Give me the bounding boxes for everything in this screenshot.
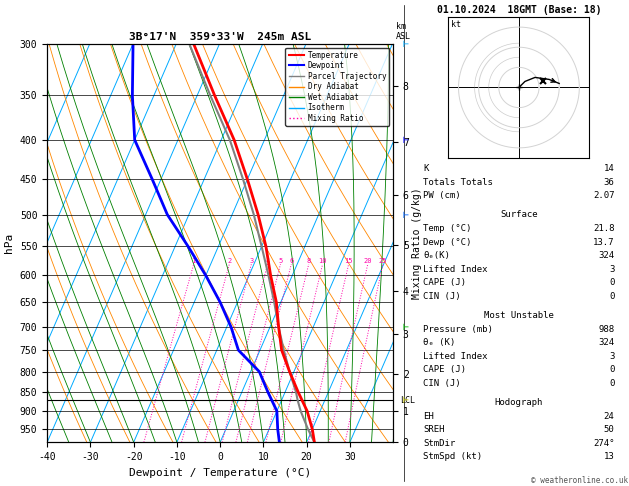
Text: 324: 324	[598, 338, 615, 347]
Text: kt: kt	[451, 20, 461, 29]
Text: 8: 8	[306, 258, 311, 264]
Text: km
ASL: km ASL	[396, 22, 411, 41]
Text: StmSpd (kt): StmSpd (kt)	[423, 452, 482, 461]
X-axis label: Dewpoint / Temperature (°C): Dewpoint / Temperature (°C)	[129, 468, 311, 478]
Text: K: K	[423, 164, 429, 173]
Text: 13: 13	[604, 452, 615, 461]
Text: 3: 3	[609, 352, 615, 361]
Text: ⊢: ⊢	[403, 395, 408, 405]
Y-axis label: hPa: hPa	[4, 233, 14, 253]
Text: PW (cm): PW (cm)	[423, 191, 461, 200]
Text: 0: 0	[609, 365, 615, 374]
Text: ⊢: ⊢	[403, 39, 408, 49]
Text: Pressure (mb): Pressure (mb)	[423, 325, 493, 333]
Text: Totals Totals: Totals Totals	[423, 178, 493, 187]
Text: Dewp (°C): Dewp (°C)	[423, 238, 472, 246]
Text: CIN (J): CIN (J)	[423, 292, 461, 301]
Text: Lifted Index: Lifted Index	[423, 352, 488, 361]
Text: 15: 15	[345, 258, 353, 264]
Text: 13.7: 13.7	[593, 238, 615, 246]
Text: Lifted Index: Lifted Index	[423, 265, 488, 274]
Text: 24: 24	[604, 412, 615, 420]
Text: 1: 1	[192, 258, 196, 264]
Text: 324: 324	[598, 251, 615, 260]
Text: 274°: 274°	[593, 439, 615, 448]
Text: SREH: SREH	[423, 425, 445, 434]
Legend: Temperature, Dewpoint, Parcel Trajectory, Dry Adiabat, Wet Adiabat, Isotherm, Mi: Temperature, Dewpoint, Parcel Trajectory…	[286, 48, 389, 126]
Text: 3: 3	[249, 258, 253, 264]
Text: StmDir: StmDir	[423, 439, 455, 448]
Text: EH: EH	[423, 412, 434, 420]
Text: 25: 25	[379, 258, 387, 264]
Text: 0: 0	[609, 278, 615, 287]
Y-axis label: Mixing Ratio (g/kg): Mixing Ratio (g/kg)	[411, 187, 421, 299]
Text: ⊢: ⊢	[403, 135, 408, 145]
Text: CIN (J): CIN (J)	[423, 379, 461, 388]
Text: 2.07: 2.07	[593, 191, 615, 200]
Text: 36: 36	[604, 178, 615, 187]
Text: 14: 14	[604, 164, 615, 173]
Text: 10: 10	[318, 258, 327, 264]
Text: 5: 5	[279, 258, 282, 264]
Text: CAPE (J): CAPE (J)	[423, 365, 467, 374]
Text: CAPE (J): CAPE (J)	[423, 278, 467, 287]
Text: 4: 4	[265, 258, 270, 264]
Text: Surface: Surface	[500, 210, 538, 219]
Text: 0: 0	[609, 292, 615, 301]
Text: Most Unstable: Most Unstable	[484, 311, 554, 320]
Title: 3B°17'N  359°33'W  245m ASL: 3B°17'N 359°33'W 245m ASL	[129, 32, 311, 42]
Text: ⊢: ⊢	[403, 209, 408, 220]
Text: 6: 6	[289, 258, 293, 264]
Text: θₑ (K): θₑ (K)	[423, 338, 455, 347]
Text: ⊢: ⊢	[403, 322, 408, 332]
Text: 988: 988	[598, 325, 615, 333]
Text: 21.8: 21.8	[593, 224, 615, 233]
Text: 01.10.2024  18GMT (Base: 18): 01.10.2024 18GMT (Base: 18)	[437, 5, 601, 15]
Text: 0: 0	[609, 379, 615, 388]
Text: 3: 3	[609, 265, 615, 274]
Text: 20: 20	[364, 258, 372, 264]
Text: LCL: LCL	[400, 396, 415, 405]
Text: θₑ(K): θₑ(K)	[423, 251, 450, 260]
Text: Hodograph: Hodograph	[495, 398, 543, 407]
Text: 2: 2	[227, 258, 231, 264]
Text: 50: 50	[604, 425, 615, 434]
Text: © weatheronline.co.uk: © weatheronline.co.uk	[531, 475, 628, 485]
Text: Temp (°C): Temp (°C)	[423, 224, 472, 233]
